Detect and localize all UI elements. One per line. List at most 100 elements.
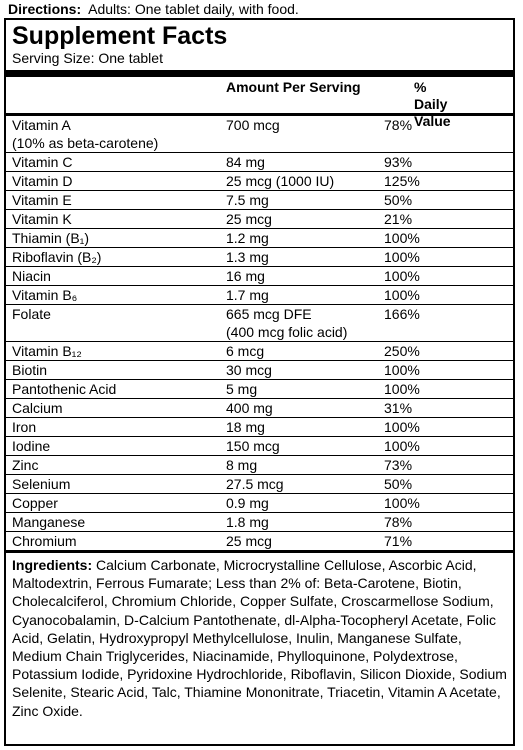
- facts-panel: Supplement Facts Serving Size: One table…: [4, 18, 515, 746]
- nutrient-row: Biotin 30 mcg 100%: [6, 360, 513, 379]
- nutrient-row: Selenium 27.5 mcg 50%: [6, 474, 513, 493]
- nutrient-cell: Iodine: [6, 437, 226, 455]
- serving-size: Serving Size: One tablet: [12, 50, 163, 66]
- amount: 16 mg: [226, 268, 265, 284]
- amount: 0.9 mg: [226, 495, 269, 511]
- nutrient-cell: Thiamin (B₁): [6, 229, 226, 247]
- nutrient-row: Vitamin C 84 mg 93%: [6, 152, 513, 171]
- nutrient-cell: Vitamin D: [6, 172, 226, 190]
- amount: 8 mg: [226, 457, 258, 473]
- nutrient-row: Vitamin B₁₂ 6 mcg 250%: [6, 341, 513, 360]
- nutrient-name: Vitamin K: [12, 211, 72, 227]
- daily-value: 100%: [384, 419, 420, 435]
- amount-cell: 700 mcg: [226, 116, 384, 152]
- nutrient-row: Riboflavin (B₂) 1.3 mg 100%: [6, 247, 513, 266]
- amount-header: Amount Per Serving: [226, 79, 361, 95]
- amount: 25 mcg: [226, 211, 272, 227]
- nutrient-name: Folate: [12, 306, 51, 322]
- nutrient-cell: Manganese: [6, 513, 226, 531]
- amount-cell: 1.2 mg: [226, 229, 384, 247]
- nutrient-row: Zinc 8 mg 73%: [6, 455, 513, 474]
- daily-value: 100%: [384, 287, 420, 303]
- amount: 1.7 mg: [226, 287, 269, 303]
- nutrient-name: Vitamin A: [12, 117, 71, 133]
- nutrient-name: Vitamin D: [12, 173, 73, 189]
- amount-cell: 6 mcg: [226, 342, 384, 360]
- daily-value: 50%: [384, 476, 413, 492]
- nutrient-name: Pantothenic Acid: [12, 381, 117, 397]
- amount: 700 mcg: [226, 117, 280, 133]
- nutrient-row: Vitamin B₆ 1.7 mg 100%: [6, 285, 513, 304]
- amount: 1.8 mg: [226, 514, 269, 530]
- amount-cell: 1.7 mg: [226, 286, 384, 304]
- nutrient-name: Calcium: [12, 400, 63, 416]
- daily-value: 21%: [384, 211, 413, 227]
- nutrient-name: Copper: [12, 495, 58, 511]
- amount-cell: 25 mcg: [226, 210, 384, 228]
- nutrient-cell: Niacin: [6, 267, 226, 285]
- nutrient-cell: Vitamin B₁₂: [6, 342, 226, 360]
- nutrient-row: Vitamin D 25 mcg (1000 IU) 125%: [6, 171, 513, 190]
- amount: 7.5 mg: [226, 192, 269, 208]
- nutrient-name: Zinc: [12, 457, 39, 473]
- amount: 1.3 mg: [226, 249, 269, 265]
- amount: 665 mcg DFE: [226, 306, 312, 322]
- amount: 400 mg: [226, 400, 273, 416]
- directions-text: Adults: One tablet daily, with food.: [88, 1, 299, 17]
- nutrient-row: Iodine 150 mcg 100%: [6, 436, 513, 455]
- amount-cell: 27.5 mcg: [226, 475, 384, 493]
- amount: 150 mcg: [226, 438, 280, 454]
- nutrient-cell: Vitamin C: [6, 153, 226, 171]
- nutrient-cell: Vitamin B₆: [6, 286, 226, 304]
- amount-cell: 150 mcg: [226, 437, 384, 455]
- nutrient-note: (10% as beta-carotene): [12, 135, 159, 151]
- amount-note: (400 mcg folic acid): [226, 324, 348, 340]
- nutrient-row: Copper 0.9 mg 100%: [6, 493, 513, 512]
- thick-rule: [6, 70, 513, 77]
- thick-rule: [6, 550, 513, 553]
- amount: 6 mcg: [226, 343, 265, 359]
- daily-value: 100%: [384, 495, 420, 511]
- amount-cell: 84 mg: [226, 153, 384, 171]
- nutrient-table: Vitamin A (10% as beta-carotene) 700 mcg 78…: [6, 116, 513, 550]
- nutrient-cell: Selenium: [6, 475, 226, 493]
- nutrient-name: Selenium: [12, 476, 71, 492]
- daily-value: 250%: [384, 343, 420, 359]
- nutrient-row: Thiamin (B₁) 1.2 mg 100%: [6, 228, 513, 247]
- daily-value: 100%: [384, 362, 420, 378]
- amount-cell: 400 mg: [226, 399, 384, 417]
- nutrient-row: Calcium 400 mg 31%: [6, 398, 513, 417]
- daily-value: 93%: [384, 154, 413, 170]
- nutrient-name: Chromium: [12, 533, 77, 549]
- nutrient-row: Manganese 1.8 mg 78%: [6, 512, 513, 531]
- nutrient-row: Vitamin K 25 mcg 21%: [6, 209, 513, 228]
- daily-value: 100%: [384, 381, 420, 397]
- nutrient-row: Chromium 25 mcg 71%: [6, 531, 513, 550]
- title: Supplement Facts: [12, 22, 228, 50]
- dv-header: % Daily Value: [414, 79, 451, 129]
- amount: 5 mg: [226, 381, 258, 397]
- nutrient-cell: Calcium: [6, 399, 226, 417]
- nutrient-row: Niacin 16 mg 100%: [6, 266, 513, 285]
- ingredients-text: Calcium Carbonate, Microcrystalline Cell…: [12, 557, 507, 719]
- daily-value: 50%: [384, 192, 413, 208]
- amount-cell: 25 mcg: [226, 532, 384, 550]
- amount: 18 mg: [226, 419, 265, 435]
- nutrient-cell: Zinc: [6, 456, 226, 474]
- nutrient-name: Vitamin E: [12, 192, 72, 208]
- daily-value: 78%: [384, 514, 413, 530]
- amount: 27.5 mcg: [226, 476, 284, 492]
- nutrient-cell: Copper: [6, 494, 226, 512]
- ingredients: Ingredients: Calcium Carbonate, Microcry…: [6, 553, 513, 720]
- nutrient-name: Biotin: [12, 362, 48, 378]
- amount: 84 mg: [226, 154, 265, 170]
- amount-cell: 665 mcg DFE (400 mcg folic acid): [226, 305, 384, 341]
- amount-cell: 1.3 mg: [226, 248, 384, 266]
- daily-value: 73%: [384, 457, 413, 473]
- nutrient-row: Pantothenic Acid 5 mg 100%: [6, 379, 513, 398]
- nutrient-name: Manganese: [12, 514, 86, 530]
- amount-cell: 16 mg: [226, 267, 384, 285]
- amount-cell: 5 mg: [226, 380, 384, 398]
- thick-rule: [6, 113, 513, 116]
- nutrient-name: Iron: [12, 419, 37, 435]
